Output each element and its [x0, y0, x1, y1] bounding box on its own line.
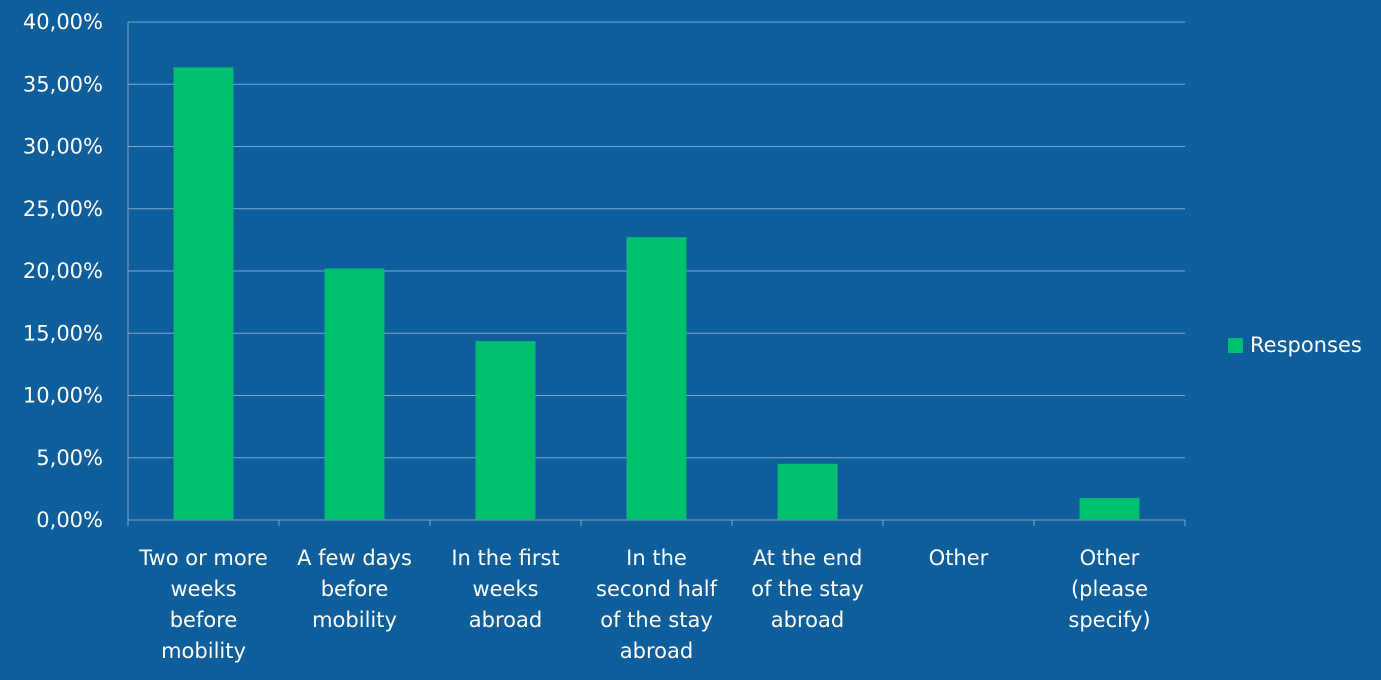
x-tick-label: A few days before mobility: [297, 546, 412, 632]
y-tick-label: 40,00%: [23, 10, 103, 34]
x-tick-label-line: A few days: [297, 546, 412, 570]
y-tick-labels: 0,00% 5,00% 10,00% 15,00% 20,00% 25,00% 30,00%…: [23, 10, 103, 532]
x-tick-label-line: In the first: [451, 546, 559, 570]
y-tick-label: 10,00%: [23, 384, 103, 408]
bars: [173, 67, 1140, 521]
y-tick-label: 35,00%: [23, 72, 103, 96]
x-tick-label: Other (please specify): [1068, 546, 1150, 632]
y-tick-label: 0,00%: [36, 508, 103, 532]
x-tick-label-line: second half: [596, 577, 718, 601]
legend-label: Responses: [1250, 333, 1362, 357]
y-tick-label: 20,00%: [23, 259, 103, 283]
x-tick-label-line: before: [170, 608, 238, 632]
x-tick-label-line: mobility: [161, 639, 246, 663]
x-tick-label-line: weeks: [472, 577, 538, 601]
x-tick-label: At the end of the stay abroad: [751, 546, 864, 632]
legend: Responses: [1228, 333, 1362, 357]
x-tick-label-line: of the stay: [600, 608, 713, 632]
x-tick-label-line: In the: [626, 546, 687, 570]
x-tick-label-line: abroad: [469, 608, 542, 632]
bar: [777, 463, 838, 520]
x-tick-label-line: (please: [1071, 577, 1148, 601]
y-tick-label: 5,00%: [36, 446, 103, 470]
bar: [324, 268, 385, 520]
x-tick-label-line: Other: [929, 546, 989, 570]
x-tick-label: Other: [929, 546, 989, 570]
bar: [475, 341, 536, 520]
bar: [626, 237, 687, 521]
x-tick-label-line: weeks: [170, 577, 236, 601]
x-tick-label-line: before: [321, 577, 389, 601]
y-tick-label: 30,00%: [23, 135, 103, 159]
legend-swatch: [1228, 337, 1243, 353]
x-tick-label-line: specify): [1068, 608, 1150, 632]
x-tick-label-line: Two or more: [138, 546, 268, 570]
x-tick-label: In the first weeks abroad: [451, 546, 559, 632]
x-tick-label: In the second half of the stay abroad: [596, 546, 718, 663]
y-tick-label: 15,00%: [23, 321, 103, 345]
y-tick-label: 25,00%: [23, 197, 103, 221]
bar: [1079, 497, 1140, 520]
x-tick-label: Two or more weeks before mobility: [138, 546, 268, 663]
x-tick-label-line: mobility: [312, 608, 397, 632]
x-tick-label-line: abroad: [620, 639, 693, 663]
bar: [173, 67, 234, 521]
x-tick-label-line: At the end: [753, 546, 863, 570]
x-tick-label-line: of the stay: [751, 577, 864, 601]
x-tick-label-line: Other: [1080, 546, 1140, 570]
x-tick-label-line: abroad: [771, 608, 844, 632]
